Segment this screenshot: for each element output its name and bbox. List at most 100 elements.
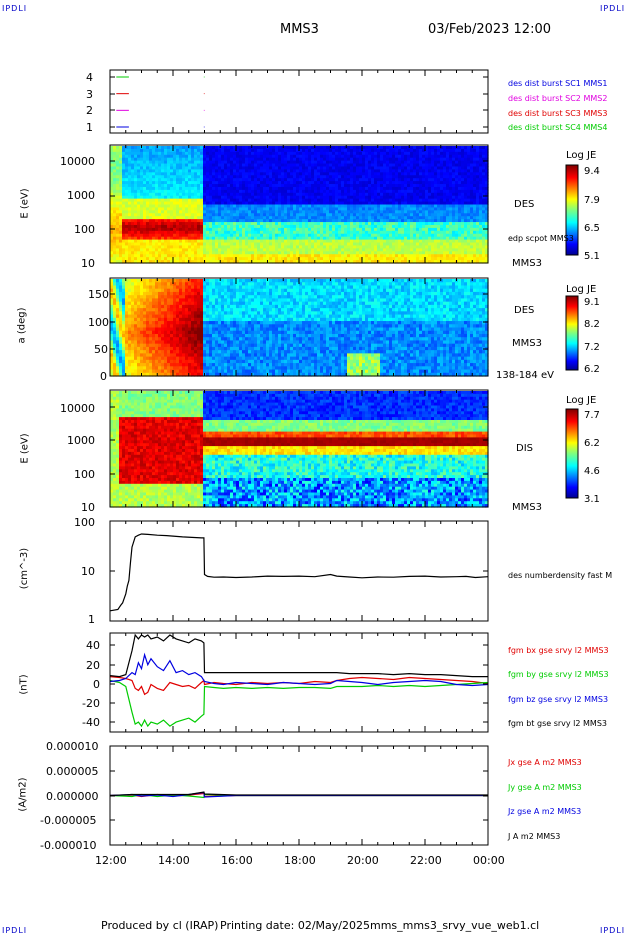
des-energy-spectrogram-cell bbox=[170, 166, 174, 170]
des-energy-spectrogram-cell bbox=[158, 254, 162, 258]
des-energy-spectrogram-cell bbox=[296, 178, 300, 182]
des-energy-spectrogram-cell bbox=[317, 204, 321, 209]
des-energy-spectrogram-cell bbox=[224, 198, 228, 203]
des-energy-spectrogram-cell bbox=[365, 254, 369, 258]
des-energy-spectrogram-cell bbox=[176, 192, 180, 197]
des-energy-spectrogram-cell bbox=[290, 146, 294, 150]
des-energy-spectrogram-cell bbox=[311, 154, 315, 159]
des-energy-spectrogram-cell bbox=[197, 245, 201, 249]
des-energy-spectrogram-cell bbox=[281, 230, 285, 235]
des-energy-spectrogram-cell bbox=[236, 245, 240, 249]
des-energy-spectrogram-cell bbox=[308, 201, 312, 206]
des-energy-spectrogram-cell bbox=[323, 224, 327, 229]
des-energy-spectrogram-cell bbox=[365, 201, 369, 206]
des-energy-spectrogram-cell bbox=[269, 151, 273, 156]
des-energy-spectrogram-cell bbox=[341, 160, 345, 165]
des-energy-spectrogram-cell bbox=[122, 257, 126, 261]
des-energy-spectrogram-cell bbox=[254, 201, 258, 206]
des-energy-spectrogram-cell bbox=[128, 163, 132, 168]
des-energy-spectrogram-cell bbox=[284, 178, 288, 182]
des-energy-spectrogram-cell bbox=[206, 163, 210, 168]
des-energy-spectrogram-cell bbox=[239, 216, 243, 220]
des-energy-spectrogram-cell bbox=[326, 181, 330, 185]
des-energy-spectrogram-cell bbox=[242, 248, 246, 252]
des-energy-spectrogram-cell bbox=[170, 230, 174, 235]
des-energy-spectrogram-cell bbox=[314, 201, 318, 206]
des-energy-spectrogram-cell bbox=[287, 216, 291, 220]
des-energy-spectrogram-cell bbox=[170, 236, 174, 241]
des-energy-spectrogram-cell bbox=[323, 192, 327, 197]
des-energy-spectrogram-cell bbox=[350, 248, 354, 252]
des-energy-spectrogram-cell bbox=[131, 184, 135, 188]
des-energy-spectrogram-cell bbox=[170, 157, 174, 162]
des-energy-spectrogram-cell bbox=[233, 216, 237, 220]
des-energy-spectrogram-cell bbox=[305, 163, 309, 168]
des-energy-spectrogram-cell bbox=[197, 216, 201, 220]
des-energy-spectrogram-cell bbox=[185, 222, 189, 226]
des-energy-spectrogram-cell bbox=[350, 245, 354, 249]
des-energy-spectrogram-cell bbox=[161, 204, 165, 209]
des-energy-spectrogram-cell bbox=[119, 184, 123, 188]
des-energy-spectrogram-cell bbox=[239, 163, 243, 168]
des-energy-spectrogram-cell bbox=[155, 198, 159, 203]
des-energy-spectrogram-cell bbox=[353, 210, 357, 214]
des-energy-spectrogram-cell bbox=[320, 195, 324, 200]
des-energy-spectrogram-cell bbox=[188, 195, 192, 200]
des-energy-spectrogram-cell bbox=[284, 148, 288, 153]
des-energy-spectrogram-cell bbox=[215, 181, 219, 185]
des-energy-spectrogram-cell bbox=[326, 224, 330, 229]
des-energy-spectrogram-cell bbox=[119, 210, 123, 214]
des-energy-spectrogram-cell bbox=[224, 160, 228, 165]
des-energy-spectrogram-cell bbox=[191, 178, 195, 182]
des-energy-spectrogram-cell bbox=[224, 169, 228, 173]
des-energy-spectrogram-cell bbox=[227, 222, 231, 226]
des-energy-spectrogram-cell bbox=[257, 201, 261, 206]
des-energy-spectrogram-cell bbox=[182, 210, 186, 214]
des-energy-spectrogram-cell bbox=[326, 151, 330, 156]
des-energy-spectrogram-cell bbox=[290, 227, 294, 232]
des-energy-spectrogram-cell bbox=[203, 163, 207, 168]
des-energy-spectrogram-cell bbox=[314, 227, 318, 232]
des-energy-spectrogram-cell bbox=[143, 210, 147, 214]
des-energy-spectrogram-cell bbox=[269, 248, 273, 252]
des-energy-spectrogram-cell bbox=[335, 198, 339, 203]
des-energy-spectrogram-cell bbox=[353, 189, 357, 194]
des-energy-spectrogram-cell bbox=[215, 178, 219, 182]
des-energy-spectrogram-cell bbox=[317, 236, 321, 241]
des-energy-spectrogram-cell bbox=[173, 224, 177, 229]
des-energy-spectrogram-cell bbox=[272, 157, 276, 162]
des-energy-spectrogram-cell bbox=[236, 181, 240, 185]
des-energy-spectrogram-cell bbox=[143, 189, 147, 194]
des-energy-spectrogram-cell bbox=[158, 236, 162, 241]
des-energy-spectrogram-cell bbox=[287, 198, 291, 203]
des-energy-spectrogram-cell bbox=[176, 216, 180, 220]
des-energy-spectrogram-cell bbox=[344, 151, 348, 156]
des-energy-spectrogram-cell bbox=[284, 192, 288, 197]
des-energy-spectrogram-cell bbox=[332, 172, 336, 176]
des-energy-spectrogram-cell bbox=[251, 216, 255, 220]
des-energy-spectrogram-cell bbox=[200, 260, 204, 264]
des-energy-spectrogram-cell bbox=[308, 160, 312, 165]
des-energy-spectrogram-cell bbox=[113, 148, 117, 153]
des-energy-spectrogram-cell bbox=[296, 166, 300, 170]
des-energy-spectrogram-cell bbox=[149, 219, 153, 223]
des-energy-spectrogram-cell bbox=[356, 160, 360, 165]
des-energy-spectrogram-cell bbox=[308, 154, 312, 159]
des-energy-spectrogram-cell bbox=[200, 227, 204, 232]
des-energy-spectrogram-cell bbox=[116, 230, 120, 235]
des-energy-spectrogram-cell bbox=[137, 245, 141, 249]
des-energy-spectrogram-cell bbox=[248, 186, 252, 191]
des-energy-spectrogram-cell bbox=[281, 216, 285, 220]
des-energy-spectrogram-cell bbox=[293, 227, 297, 232]
des-energy-spectrogram-cell bbox=[203, 213, 207, 217]
des-energy-spectrogram-cell bbox=[161, 210, 165, 214]
des-energy-spectrogram-cell bbox=[272, 166, 276, 170]
des-energy-spectrogram-cell bbox=[137, 236, 141, 241]
des-energy-spectrogram-cell bbox=[173, 248, 177, 252]
des-energy-spectrogram-cell bbox=[170, 151, 174, 156]
des-energy-spectrogram-cell bbox=[263, 216, 267, 220]
des-energy-spectrogram-cell bbox=[338, 207, 342, 211]
des-energy-spectrogram-cell bbox=[206, 160, 210, 165]
des-energy-spectrogram-cell bbox=[155, 192, 159, 197]
des-energy-spectrogram-cell bbox=[179, 207, 183, 211]
